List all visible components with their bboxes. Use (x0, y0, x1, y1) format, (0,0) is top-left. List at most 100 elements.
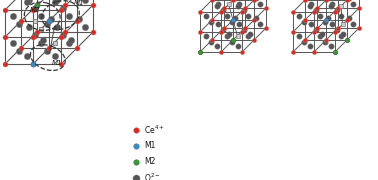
Point (356, 27, 362, 30)
Point (323, 39, 329, 41)
Point (30, 63, 36, 66)
Point (257, 22, 263, 25)
Point (215, 22, 221, 25)
Point (302, 19, 308, 21)
Point (245, 15, 251, 17)
Point (329, 3, 335, 5)
Point (10, 41, 16, 44)
Point (230, 39, 236, 41)
Point (197, 31, 203, 33)
Point (344, 39, 350, 41)
Point (32, 33, 38, 36)
Point (317, 15, 323, 17)
Point (74, 20, 80, 22)
Point (332, 31, 338, 33)
Point (224, 35, 230, 37)
Point (214, 45, 220, 48)
Point (133, 161, 139, 163)
Point (321, 40, 327, 43)
Point (221, 6, 227, 9)
Point (344, 0, 350, 1)
Point (345, 17, 352, 19)
Point (239, 31, 245, 33)
Point (246, 33, 253, 35)
Point (253, 17, 259, 19)
Point (338, 15, 344, 17)
Point (230, 0, 236, 1)
Point (16, 49, 22, 52)
Point (18, 20, 24, 22)
Point (307, 4, 313, 7)
Point (10, 14, 16, 17)
Point (40, 39, 46, 41)
Point (245, 35, 251, 37)
Point (230, 19, 236, 21)
Point (58, 9, 64, 12)
Point (335, 6, 341, 9)
Point (197, 51, 203, 53)
Point (323, 19, 329, 21)
Point (344, 39, 350, 41)
Point (228, 40, 234, 43)
Point (323, 0, 329, 1)
Point (339, 33, 345, 35)
Point (197, 51, 203, 53)
Point (332, 51, 338, 53)
Point (18, 47, 24, 50)
Point (82, 25, 88, 28)
Point (38, 28, 44, 30)
Point (133, 177, 139, 179)
Point (76, 17, 82, 20)
Point (82, 0, 88, 1)
Point (263, 6, 269, 9)
Point (263, 27, 269, 30)
Text: M2: M2 (29, 8, 40, 14)
Point (339, 22, 345, 25)
Point (327, 45, 333, 48)
Point (209, 19, 215, 21)
Point (257, 3, 263, 5)
Point (314, 6, 320, 9)
Point (208, 40, 214, 43)
Point (220, 9, 226, 12)
Point (74, 47, 80, 50)
Point (333, 9, 339, 12)
Point (54, 25, 60, 28)
Point (90, 4, 96, 6)
Point (46, 47, 52, 50)
Point (26, 0, 32, 1)
Point (26, 25, 32, 28)
Point (242, 6, 248, 9)
Point (24, 1, 30, 3)
Point (214, 4, 220, 7)
Point (313, 29, 319, 32)
Point (308, 3, 314, 5)
Point (234, 45, 240, 48)
Point (290, 51, 296, 53)
Point (90, 31, 96, 33)
Point (251, 39, 257, 41)
Point (335, 27, 341, 30)
Point (209, 39, 215, 41)
Point (38, 41, 44, 44)
Point (301, 40, 307, 43)
Point (58, 63, 64, 66)
Point (133, 145, 139, 147)
Point (332, 11, 338, 14)
Point (34, 31, 40, 33)
Point (30, 9, 36, 12)
Point (311, 11, 317, 14)
Text: M1: M1 (73, 0, 84, 6)
Point (62, 31, 68, 33)
Point (302, 39, 308, 41)
Point (203, 35, 209, 37)
Point (314, 27, 320, 30)
Point (329, 22, 335, 25)
Text: M1: M1 (144, 141, 155, 150)
Point (307, 45, 313, 48)
Point (220, 29, 226, 32)
Point (52, 55, 58, 57)
Point (301, 21, 307, 23)
Point (338, 35, 344, 37)
Point (239, 11, 245, 14)
